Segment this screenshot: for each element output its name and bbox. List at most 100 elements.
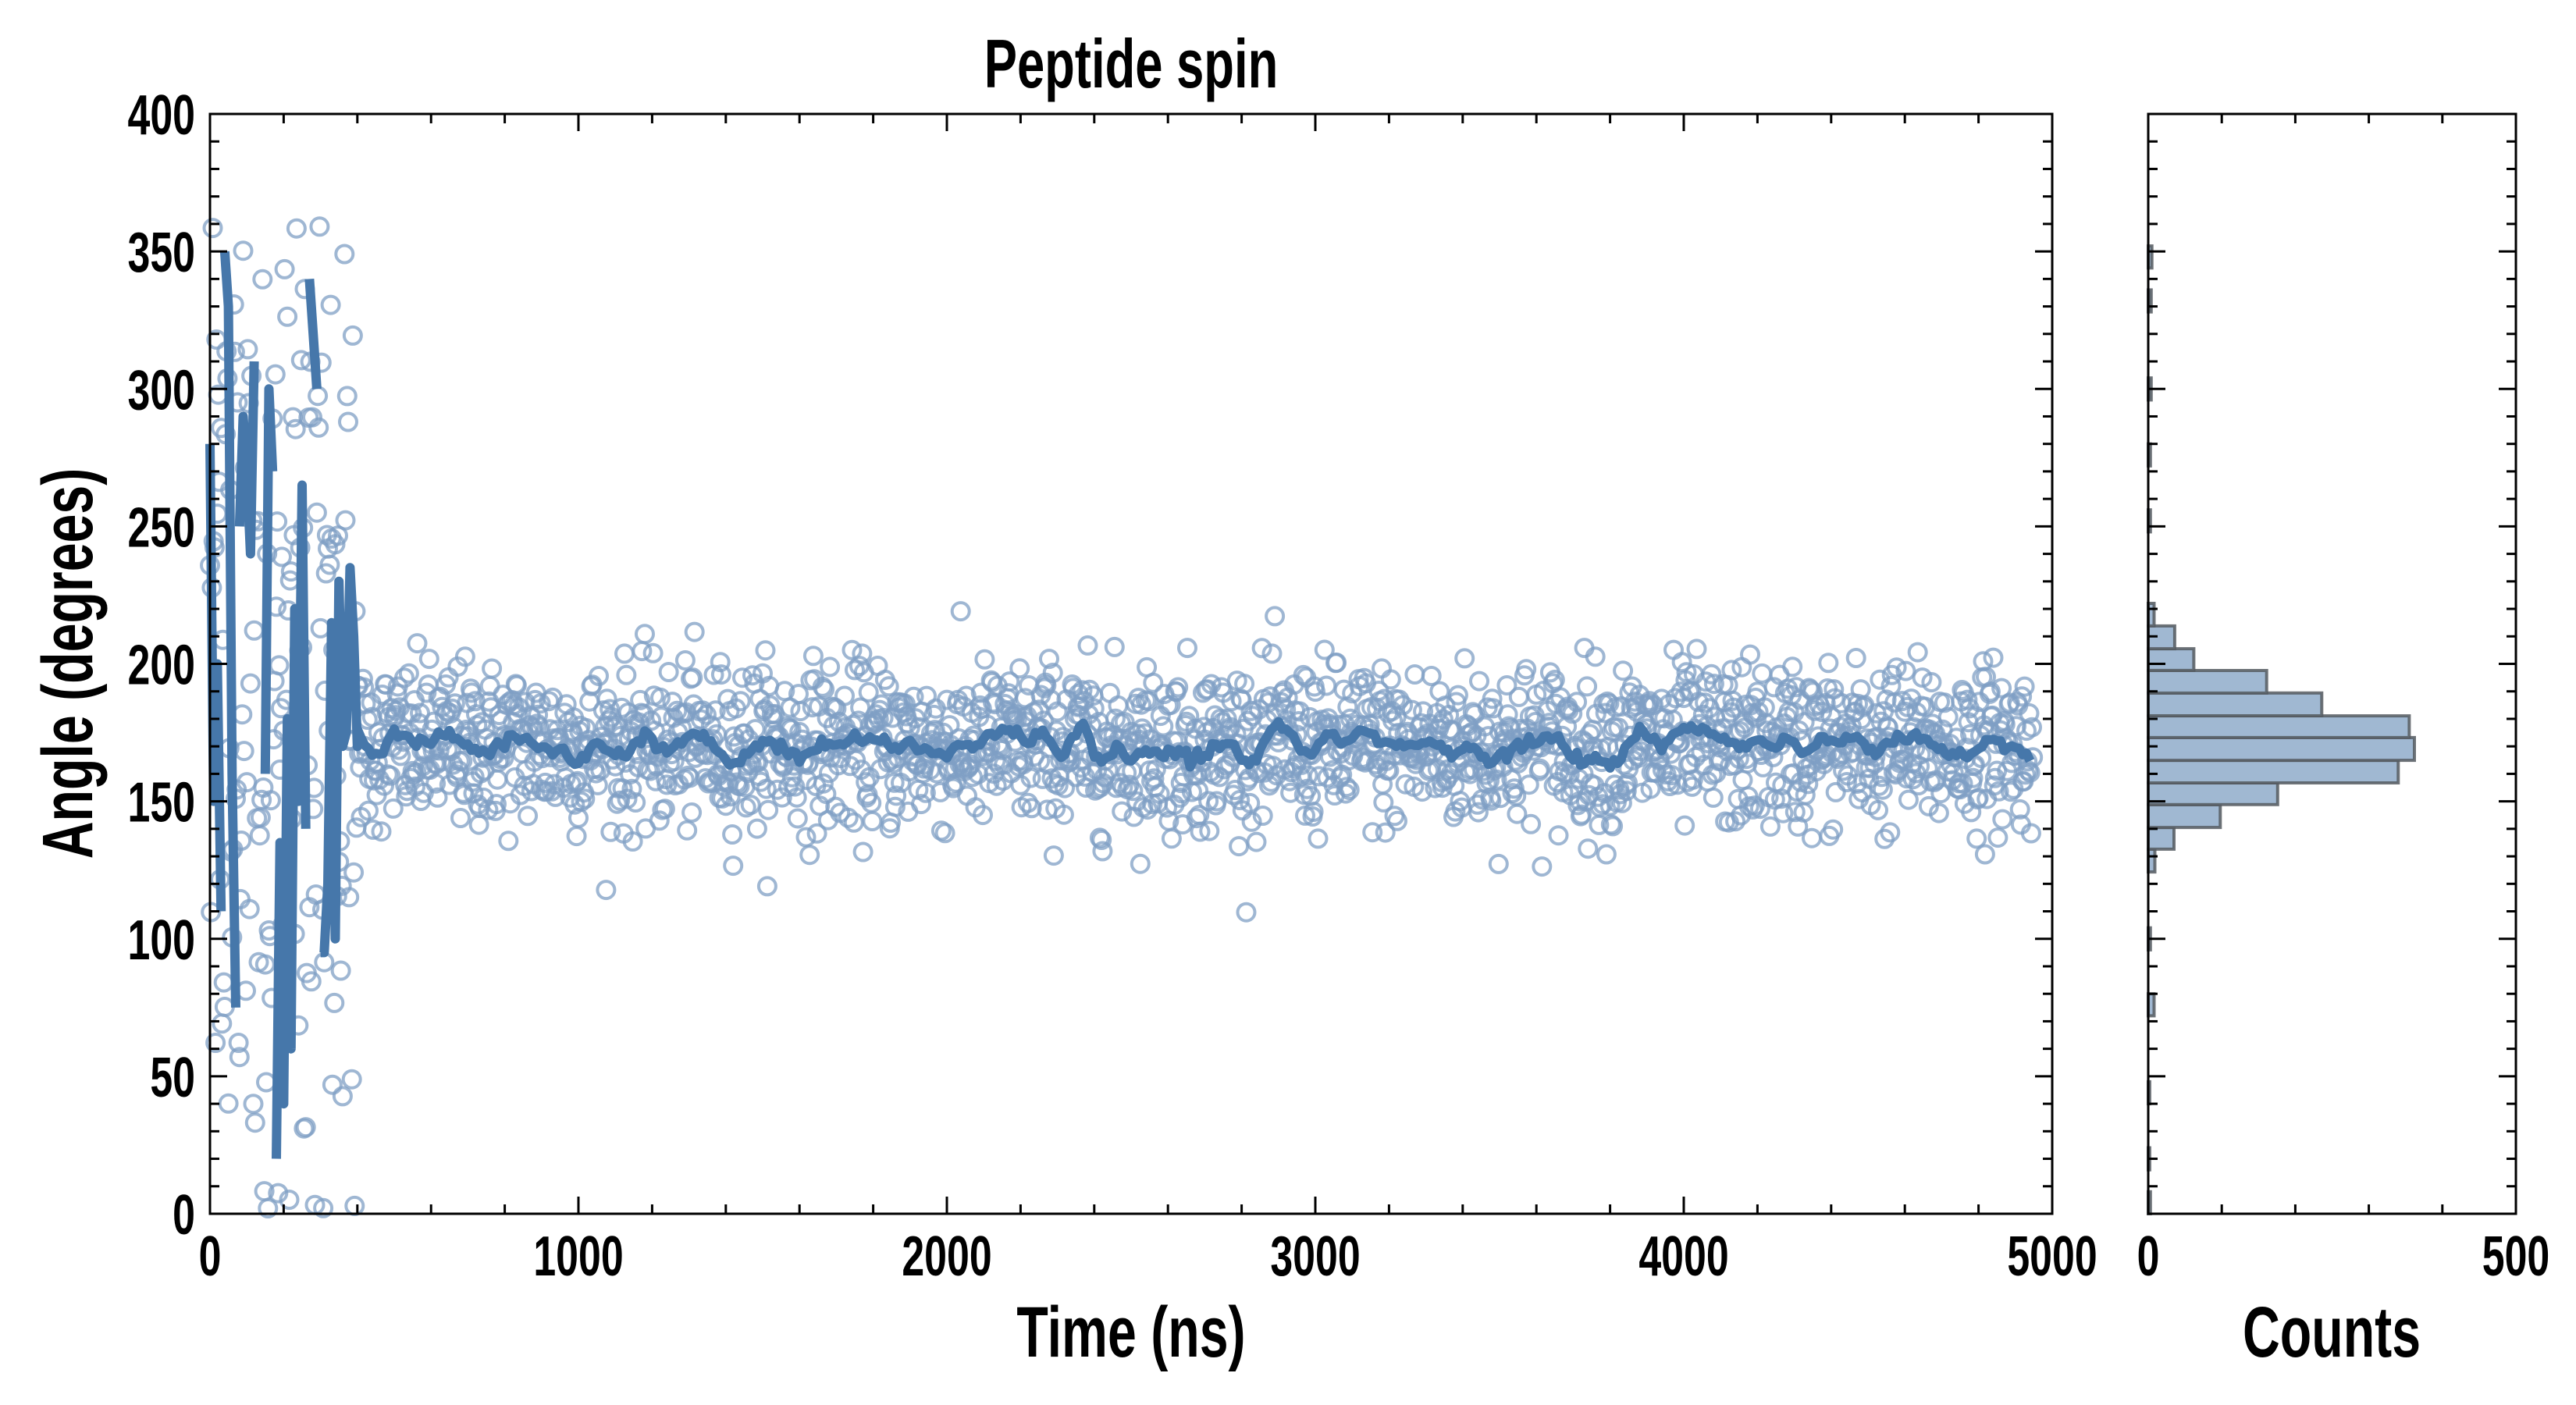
scatter-point bbox=[1020, 767, 1041, 788]
scatter-point bbox=[587, 774, 608, 795]
scatter-point bbox=[510, 784, 531, 806]
scatter-point bbox=[1740, 644, 1760, 665]
scatter-point bbox=[690, 709, 711, 730]
scatter-point bbox=[858, 681, 879, 702]
scatter-point bbox=[1701, 663, 1722, 685]
scatter-point bbox=[1293, 664, 1314, 685]
scatter-point bbox=[341, 1069, 362, 1090]
scatter-point bbox=[1104, 636, 1125, 657]
scatter-point bbox=[1276, 699, 1297, 720]
scatter-point bbox=[512, 743, 532, 764]
scatter-point bbox=[834, 685, 855, 706]
scatter-point bbox=[937, 689, 957, 710]
scatter-point bbox=[1508, 686, 1529, 707]
scatter-point bbox=[418, 649, 439, 670]
scatter-point bbox=[742, 665, 763, 686]
scatter-point bbox=[319, 554, 340, 575]
scatter-point bbox=[1123, 781, 1144, 802]
y-tick-label: 350 bbox=[128, 222, 195, 284]
scatter-point bbox=[1161, 828, 1182, 849]
scatter-point bbox=[272, 546, 292, 567]
scatter-point bbox=[1241, 811, 1262, 832]
scatter-point bbox=[1229, 790, 1251, 810]
scatter-point bbox=[740, 795, 761, 816]
histogram-ticks bbox=[2147, 112, 2517, 1215]
histogram-bar bbox=[2147, 759, 2400, 784]
scatter-point bbox=[600, 821, 621, 842]
scatter-point bbox=[749, 688, 770, 710]
scatter-point bbox=[1688, 692, 1709, 713]
scatter-point bbox=[684, 621, 705, 642]
scatter-point bbox=[1177, 638, 1197, 659]
scatter-point bbox=[228, 1033, 249, 1053]
scatter-point bbox=[290, 350, 311, 371]
y-tick-label: 250 bbox=[128, 496, 195, 559]
scatter-point bbox=[838, 807, 859, 828]
scatter-point bbox=[1725, 811, 1746, 832]
scatter-point bbox=[1303, 802, 1324, 822]
scatter-point bbox=[342, 325, 363, 346]
scatter-point bbox=[1326, 653, 1347, 673]
scatter-point bbox=[320, 294, 341, 315]
scatter-point bbox=[1818, 653, 1839, 674]
scatter-point bbox=[1252, 806, 1273, 826]
scatter-point bbox=[658, 662, 679, 682]
x-axis-label: Time (ns) bbox=[1016, 1291, 1245, 1371]
scatter-point bbox=[692, 700, 713, 721]
scatter-point bbox=[1578, 838, 1599, 859]
scatter-point bbox=[407, 633, 428, 654]
scatter-point bbox=[1784, 802, 1806, 823]
scatter-point bbox=[1246, 831, 1267, 852]
scatter-point bbox=[240, 673, 261, 694]
scatter-point bbox=[1143, 672, 1164, 693]
main-tick-labels: 0 1000 2000 3000 4000 5000 0 50 100 150 200 250 300 3… bbox=[128, 84, 2097, 1288]
scatter-point bbox=[1613, 660, 1634, 681]
scatter-point bbox=[710, 664, 731, 685]
scatter-point bbox=[1918, 795, 1939, 816]
scatter-point bbox=[202, 218, 223, 239]
scatter-point bbox=[2019, 702, 2040, 724]
scatter-point bbox=[927, 763, 947, 784]
scatter-point bbox=[622, 831, 643, 852]
scatter-point bbox=[566, 826, 587, 847]
scatter-point bbox=[950, 601, 971, 622]
scatter-point bbox=[450, 808, 471, 828]
y-tick-label: 50 bbox=[150, 1047, 195, 1109]
scatter-point bbox=[1362, 822, 1383, 843]
scatter-point bbox=[1206, 791, 1227, 812]
scatter-point bbox=[1186, 808, 1207, 829]
scatter-point bbox=[682, 667, 703, 688]
scatter-point bbox=[974, 649, 995, 670]
scatter-point bbox=[1891, 691, 1912, 712]
scatter-point bbox=[790, 701, 811, 722]
scatter-point bbox=[1752, 756, 1774, 777]
scatter-point bbox=[1468, 802, 1489, 823]
scatter-point bbox=[862, 811, 883, 831]
scatter-point bbox=[1577, 676, 1598, 697]
y-tick-label: 150 bbox=[128, 771, 195, 834]
scatter-point bbox=[1548, 825, 1569, 846]
scatter-point bbox=[642, 642, 664, 663]
scatter-point bbox=[646, 770, 667, 791]
hist-x-tick-label: 0 bbox=[2137, 1225, 2160, 1288]
scatter-point bbox=[1836, 772, 1857, 792]
scatter-point bbox=[816, 784, 837, 805]
scatter-point bbox=[260, 790, 281, 811]
scatter-point bbox=[1395, 774, 1416, 795]
running-average-segment bbox=[234, 361, 259, 559]
scatter-point bbox=[330, 960, 351, 981]
histogram-bar bbox=[2147, 781, 2279, 806]
scatter-point bbox=[1112, 801, 1133, 822]
scatter-point bbox=[596, 880, 617, 901]
scatter-point bbox=[1671, 652, 1692, 673]
scatter-point bbox=[1988, 781, 2009, 802]
scatter-point bbox=[795, 827, 817, 848]
scatter-point bbox=[1825, 781, 1846, 802]
y-tick-label: 100 bbox=[128, 909, 195, 971]
scatter-point bbox=[1823, 819, 1844, 840]
scatter-point bbox=[1682, 769, 1703, 790]
scatter-point bbox=[1083, 698, 1105, 719]
scatter-point bbox=[1099, 682, 1120, 703]
scatter-point bbox=[939, 715, 960, 736]
scatter-point bbox=[781, 767, 802, 788]
